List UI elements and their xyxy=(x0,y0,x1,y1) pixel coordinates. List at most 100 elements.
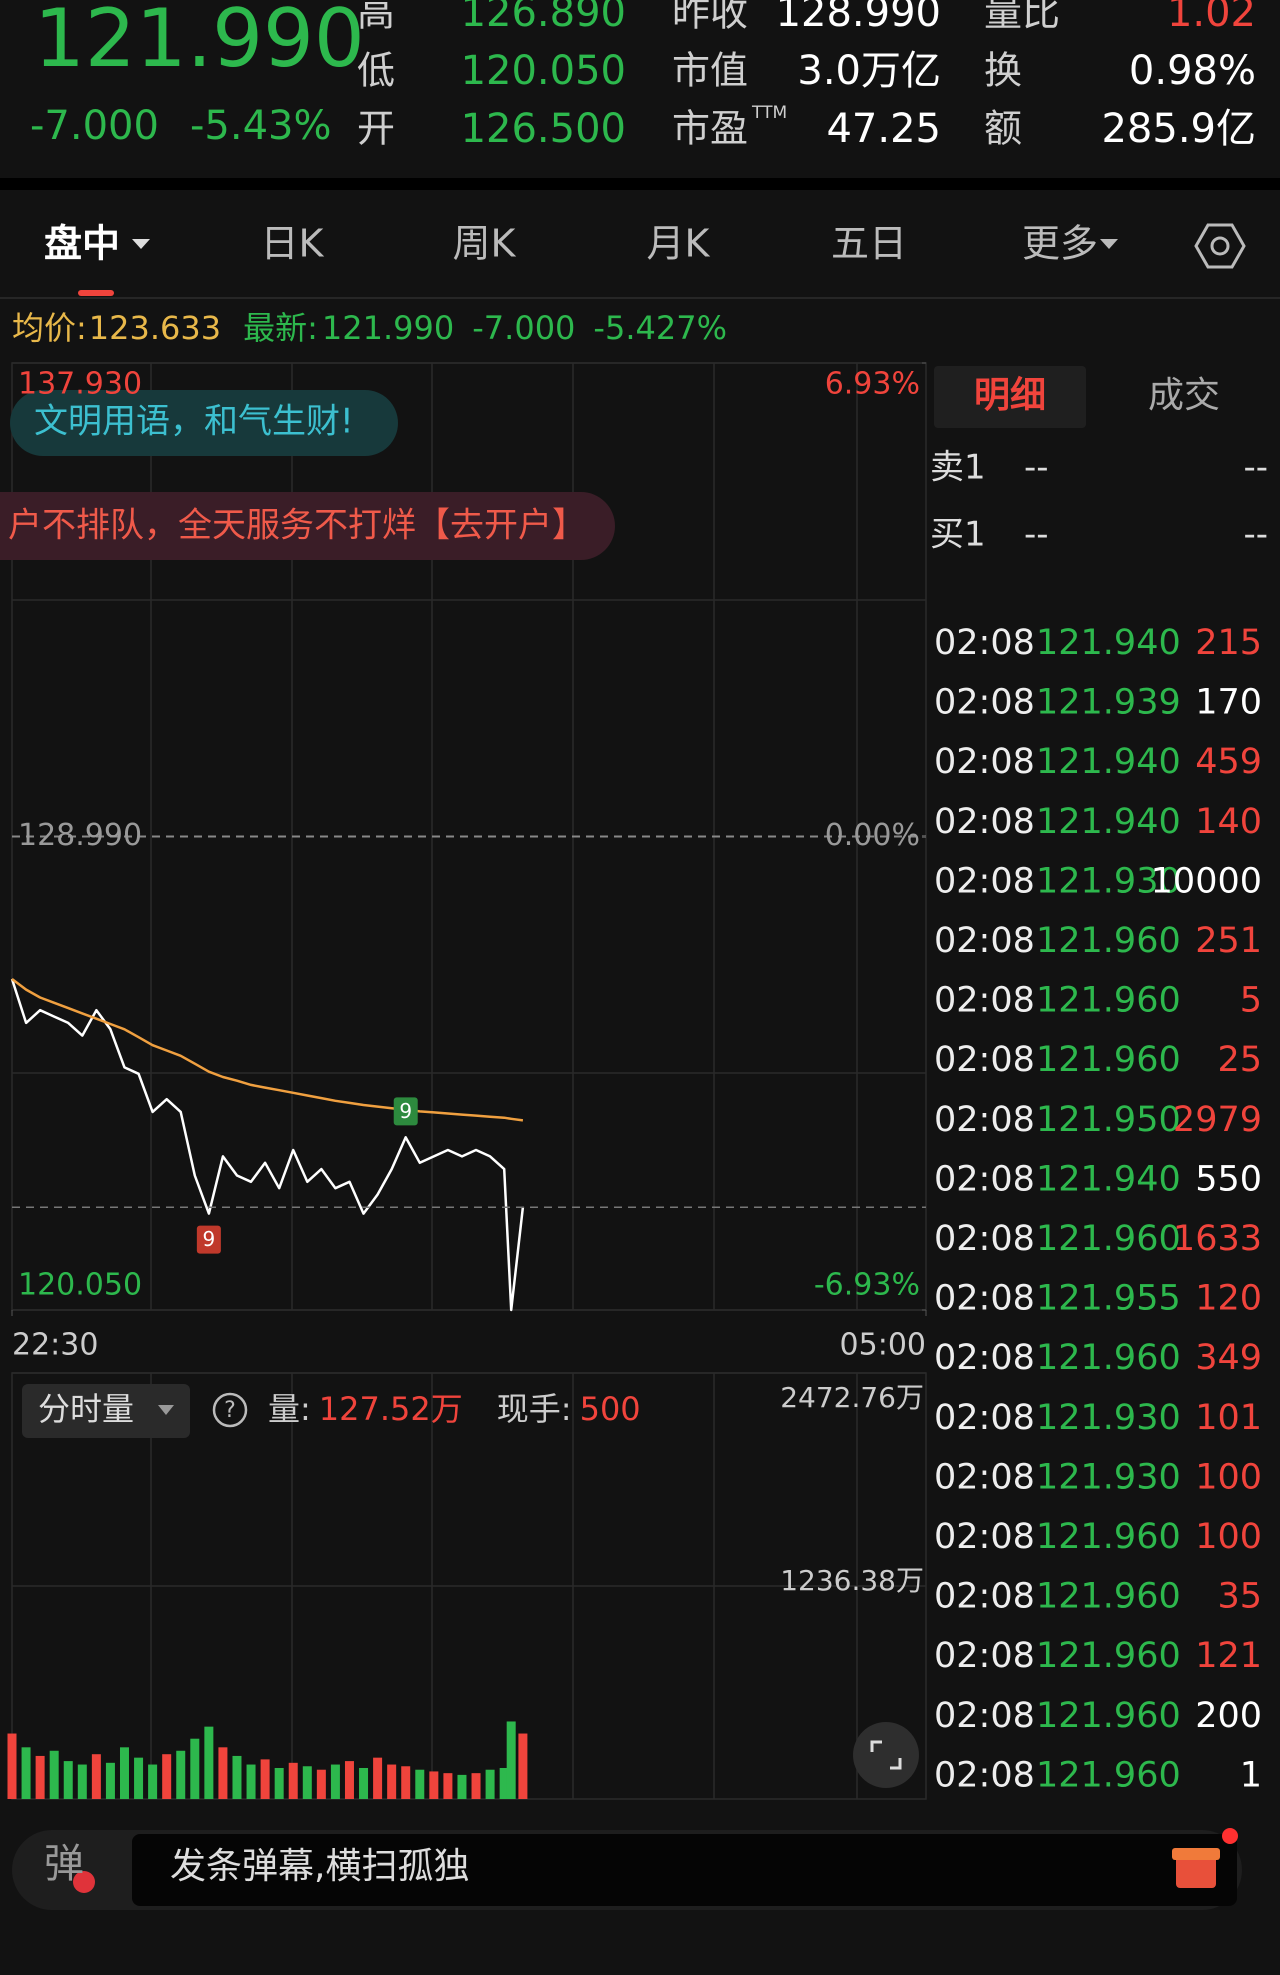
book-price: -- xyxy=(1024,515,1049,555)
volume-title[interactable]: 分时量 xyxy=(38,1390,134,1428)
summary-change: -7.000 xyxy=(472,309,575,347)
settings-icon[interactable] xyxy=(1194,223,1246,269)
trade-price: 121.960 xyxy=(1036,1040,1181,1080)
danmaku-icon[interactable]: 弹 xyxy=(44,1841,84,1887)
period-tab[interactable]: 五日 xyxy=(831,222,907,266)
trade-price: 121.939 xyxy=(1036,683,1181,723)
expand-button[interactable] xyxy=(853,1722,919,1788)
stat-value: 120.050 xyxy=(461,48,626,94)
trade-time: 02:08 xyxy=(934,1696,1035,1736)
trade-time: 02:08 xyxy=(934,1100,1035,1140)
banner-bubble[interactable] xyxy=(10,390,398,456)
period-tab[interactable]: 日K xyxy=(261,222,325,266)
volume-volume: 127.52万 xyxy=(319,1390,463,1428)
period-tab[interactable]: 月K xyxy=(647,222,711,266)
stat-value: 47.25 xyxy=(826,106,941,152)
volume-bar xyxy=(387,1764,397,1799)
y-tick-label: 2472.76万 xyxy=(780,1381,924,1414)
danmaku-input[interactable] xyxy=(132,1834,1237,1906)
trade-time: 02:08 xyxy=(934,1457,1035,1497)
banner-text: 户不排队，全天服务不打烊【去开户】 xyxy=(8,506,586,546)
stat-value: 0.98% xyxy=(1129,48,1256,94)
stat-label: 高 xyxy=(357,0,395,35)
summary-line: 均价:123.633 最新: 121.990 -7.000 -5.427% xyxy=(12,309,727,347)
trade-volume: 200 xyxy=(1195,1696,1262,1736)
period-tab[interactable]: 周K xyxy=(453,222,517,266)
trade-volume: 459 xyxy=(1195,742,1262,782)
price-change-pct: -5.43% xyxy=(190,103,332,149)
trade-time: 02:08 xyxy=(934,1577,1035,1617)
gift-icon[interactable] xyxy=(1176,1856,1216,1888)
y-tick-label: 137.930 xyxy=(18,367,142,402)
volume-bar xyxy=(35,1755,45,1799)
trade-time: 02:08 xyxy=(934,683,1035,723)
trade-time: 02:08 xyxy=(934,1040,1035,1080)
danmaku-placeholder[interactable]: 发条弹幕,横扫孤独 xyxy=(170,1846,469,1887)
volume-selector[interactable] xyxy=(22,1384,190,1438)
volume-bar xyxy=(232,1755,242,1799)
volume-bar xyxy=(415,1769,425,1799)
price-line xyxy=(11,978,524,1122)
help-icon[interactable] xyxy=(212,1392,248,1428)
trade-volume: 100 xyxy=(1195,1517,1262,1557)
x-tick-label: 22:30 xyxy=(12,1328,98,1363)
trade-volume: 5 xyxy=(1240,981,1262,1021)
stat-label: 低 xyxy=(357,49,395,93)
y-tick-label: 120.050 xyxy=(18,1268,142,1303)
x-tick-label: 05:00 xyxy=(840,1328,926,1363)
volume-bar xyxy=(457,1774,467,1799)
volume-bar xyxy=(499,1767,509,1799)
dropdown-arrow xyxy=(158,1405,174,1415)
volume-info: 量: 127.52万 现手: 500 xyxy=(268,1390,641,1428)
dropdown-arrow xyxy=(1100,239,1118,249)
trade-volume: 1 xyxy=(1240,1755,1262,1795)
trade-volume: 349 xyxy=(1195,1338,1262,1378)
stat-value: 126.500 xyxy=(461,106,626,152)
stat-label: 市盈 xyxy=(672,107,748,151)
trade-volume: 140 xyxy=(1195,802,1262,842)
detail-tab[interactable]: 明细 xyxy=(974,375,1046,416)
trade-price: 121.960 xyxy=(1036,1219,1181,1259)
trade-price: 121.940 xyxy=(1036,623,1181,663)
trade-price: 121.955 xyxy=(1036,1279,1181,1319)
detail-tab[interactable]: 成交 xyxy=(1148,375,1220,416)
banner-bubble[interactable] xyxy=(0,492,615,560)
gear-center xyxy=(1210,236,1230,256)
volume-bar xyxy=(246,1764,256,1799)
trade-volume: 100 xyxy=(1195,1457,1262,1497)
stat-label: 开 xyxy=(357,107,395,151)
trade-price: 121.930 xyxy=(1036,861,1181,901)
volume-bar xyxy=(49,1750,59,1799)
trade-price: 121.940 xyxy=(1036,802,1181,842)
period-tab[interactable]: 更多 xyxy=(1022,222,1098,266)
trade-volume: 35 xyxy=(1217,1577,1262,1617)
trade-time: 02:08 xyxy=(934,921,1035,961)
trade-time: 02:08 xyxy=(934,1279,1035,1319)
trade-volume: 25 xyxy=(1217,1040,1262,1080)
summary-latest: 121.990 xyxy=(322,309,454,347)
trade-price: 121.960 xyxy=(1036,1517,1181,1557)
volume-bar xyxy=(518,1733,528,1799)
summary-change-pct: -5.427% xyxy=(593,309,727,347)
volume-bar xyxy=(148,1764,158,1799)
trade-time: 02:08 xyxy=(934,802,1035,842)
trade-volume: 170 xyxy=(1195,683,1262,723)
volume-bar xyxy=(63,1761,73,1799)
trade-price: 121.940 xyxy=(1036,1159,1181,1199)
tab-underline xyxy=(78,290,114,296)
volume-bar xyxy=(91,1754,101,1799)
y2-tick-label: 6.93% xyxy=(825,367,920,402)
help-mark: ? xyxy=(224,1398,236,1423)
check-badge xyxy=(73,1871,95,1893)
y-tick-label: 128.990 xyxy=(18,818,142,853)
volume-bar xyxy=(506,1721,516,1799)
dropdown-arrow xyxy=(132,239,150,249)
trade-time: 02:08 xyxy=(934,1159,1035,1199)
volume-bar xyxy=(162,1754,172,1799)
stat-value: 1.02 xyxy=(1167,0,1256,36)
trade-price: 121.960 xyxy=(1036,1636,1181,1676)
period-tab[interactable]: 盘中 xyxy=(44,222,120,266)
annotation-text: 9 xyxy=(202,1227,215,1251)
trade-volume: 101 xyxy=(1195,1398,1262,1438)
